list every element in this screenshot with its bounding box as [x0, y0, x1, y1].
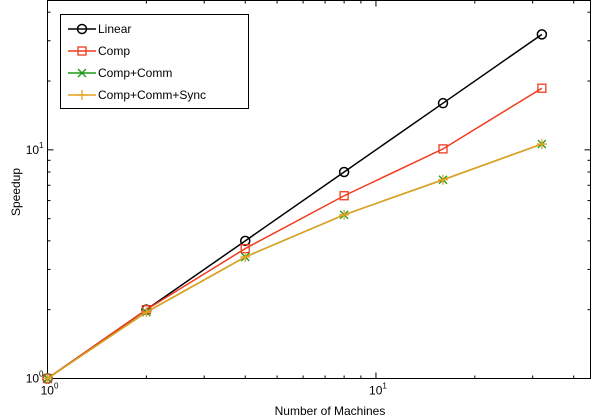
data-point-comp-comm-sync	[339, 209, 350, 220]
data-point-comp	[537, 83, 547, 93]
series-line-comp	[47, 87, 543, 380]
legend-marker-comp	[77, 46, 87, 56]
legend-box	[60, 14, 249, 109]
y-axis-label: Speedup	[9, 168, 23, 216]
x-tick-label: 100	[41, 382, 59, 398]
data-point-linear	[338, 166, 350, 178]
ticks-layer: 100 101 100 101	[26, 0, 591, 398]
data-point-linear	[239, 235, 251, 247]
data-point-comp-comm-sync	[42, 373, 53, 384]
series-layer	[42, 29, 548, 384]
y-tick-label: 101	[26, 141, 44, 157]
x-tick-label: 101	[369, 382, 387, 398]
legend-marker-comp-comm-sync	[77, 90, 87, 100]
data-point-comp-comm-sync	[240, 251, 251, 262]
data-point-comp	[339, 191, 349, 201]
series-line-comp-comm-sync	[47, 143, 543, 380]
data-point-comp	[438, 144, 448, 154]
legend-label-comp-comm-sync: Comp+Comm+Sync	[98, 88, 206, 102]
x-axis-label: Number of Machines	[275, 404, 386, 418]
legend-marker-linear	[76, 23, 88, 35]
legend-label-linear: Linear	[98, 22, 131, 36]
data-point-comp-comm-sync	[141, 307, 152, 318]
legend-marker-comp-comm	[77, 68, 87, 78]
data-point-linear	[536, 29, 548, 40]
data-point-comp-comm-sync	[536, 139, 547, 150]
data-point-comp-comm-sync	[437, 174, 448, 185]
y-tick-label: 100	[26, 370, 44, 386]
data-point-linear	[437, 97, 449, 109]
legend-label-comp-comm: Comp+Comm	[98, 66, 172, 80]
legend-label-comp: Comp	[98, 44, 130, 58]
legend: Linear Comp Comp+Comm Comp+Comm+Sync	[60, 14, 249, 109]
